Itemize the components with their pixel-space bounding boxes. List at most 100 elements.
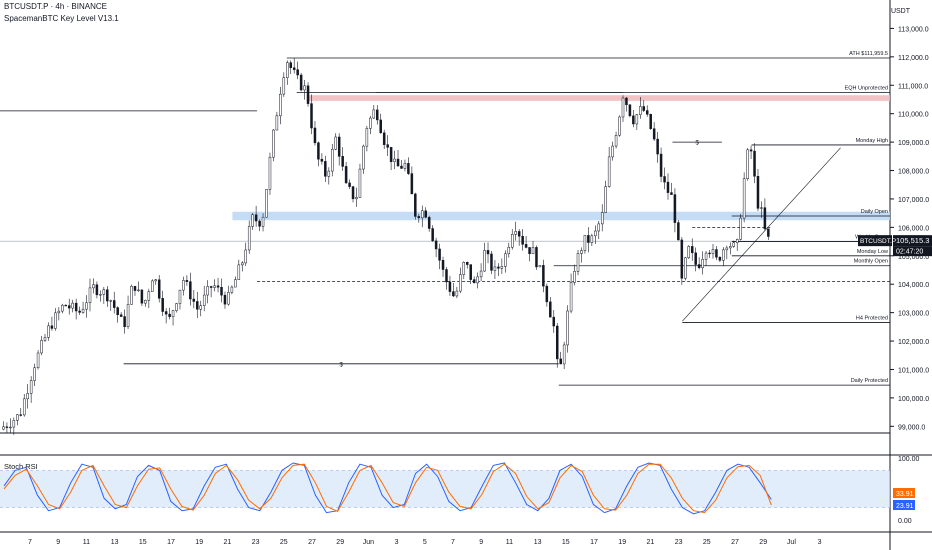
price-tag-bg <box>893 235 932 247</box>
time-tick-label: Jun <box>363 539 374 546</box>
price-tick-label: 111,000.0 <box>898 83 928 90</box>
time-tick-label: 13 <box>534 539 542 546</box>
candle-body <box>677 222 680 241</box>
candle-body <box>95 284 99 296</box>
time-tick-label: 21 <box>224 539 232 546</box>
candle-body <box>324 161 327 177</box>
candle-body <box>652 128 656 140</box>
candle-body <box>600 212 604 225</box>
candle-body <box>202 294 206 307</box>
candle-body <box>123 316 126 327</box>
candle-body <box>666 181 670 193</box>
candle-body <box>140 289 144 304</box>
candle-body <box>67 305 71 309</box>
monday-high-label: Monday High <box>856 138 888 144</box>
time-tick-label: 9 <box>56 539 60 546</box>
candle-body <box>216 285 220 288</box>
candle-body <box>344 166 348 184</box>
symbol-tag-bg <box>858 235 892 247</box>
price-tick-label: 110,000.0 <box>898 112 929 119</box>
price-tick-label: 105,000.0 <box>898 254 929 261</box>
candle-body <box>531 247 535 255</box>
candle-body <box>521 236 524 245</box>
candle-body <box>362 145 365 170</box>
eqh-line-label: EQH Unprotected <box>845 85 888 91</box>
candle-body <box>725 247 729 251</box>
candle-body <box>569 282 573 312</box>
candle-body <box>441 260 445 270</box>
eqh-zone <box>306 95 890 101</box>
candle-body <box>310 103 313 129</box>
candle-body <box>767 228 770 237</box>
candle-body <box>382 132 386 145</box>
candle-body <box>694 252 697 265</box>
candle-body <box>272 129 275 158</box>
candle-body <box>5 426 9 428</box>
candle-body <box>580 250 583 254</box>
time-tick-label: 23 <box>675 539 683 546</box>
monthly-open-label: Monthly Open <box>854 259 888 265</box>
candle-body <box>632 115 635 125</box>
candle-body <box>220 287 223 296</box>
candle-body <box>64 304 68 307</box>
candle-body <box>213 285 216 288</box>
candle-body <box>223 294 227 305</box>
candle-body <box>722 249 725 261</box>
candle-body <box>673 194 677 223</box>
candle-body <box>144 300 147 304</box>
time-tick-label: 15 <box>139 539 147 546</box>
stoch-title: Stoch RSI <box>4 462 38 471</box>
candle-body <box>687 246 691 259</box>
candle-body <box>178 289 182 304</box>
candle-body <box>670 192 673 195</box>
candle-body <box>590 235 594 243</box>
candle-body <box>154 279 157 282</box>
candle-body <box>718 256 722 261</box>
candle-body <box>490 253 493 271</box>
liquidity-mark: $ <box>695 141 699 147</box>
time-tick-label: 17 <box>590 539 598 546</box>
indicator-header[interactable]: SpacemanBTC Key Level V13.1 <box>4 14 119 23</box>
candle-body <box>576 253 580 272</box>
symbol-tag-label: BTCUSDT.P <box>860 238 896 245</box>
time-tick-label: 19 <box>195 539 203 546</box>
candle-body <box>74 302 78 312</box>
candle-body <box>455 290 459 297</box>
candle-body <box>320 158 324 162</box>
candle-body <box>137 289 140 291</box>
candle-body <box>514 231 517 235</box>
candle-body <box>12 420 16 428</box>
daily-open-zone <box>232 211 890 221</box>
symbol-header[interactable]: BTCUSDT.P · 4h · BINANCE <box>4 2 107 11</box>
candle-body <box>206 286 209 296</box>
candle-body <box>711 249 715 254</box>
candle-body <box>112 300 116 308</box>
price-unit-label[interactable]: USDT <box>890 8 910 15</box>
candle-body <box>296 69 299 76</box>
stoch-d-line <box>3 463 772 514</box>
candle-body <box>715 249 718 258</box>
candle-body <box>289 62 292 68</box>
price-tick-label: 100,000.0 <box>898 396 929 403</box>
candle-body <box>414 193 417 217</box>
candle-body <box>247 226 251 251</box>
current-price-tag <box>858 235 932 257</box>
daily-protected-label: Daily Protected <box>851 378 888 384</box>
candle-body <box>562 344 566 365</box>
trendline <box>682 147 841 322</box>
candle-body <box>760 207 763 209</box>
candle-body <box>78 310 81 313</box>
candle-body <box>545 285 549 303</box>
candle-body <box>542 265 545 287</box>
candle-body <box>355 197 358 200</box>
candle-body <box>182 280 185 291</box>
candle-body <box>227 292 230 305</box>
time-tick-label: 11 <box>83 539 90 546</box>
candle-body <box>656 138 659 155</box>
candle-body <box>43 337 47 341</box>
candle-body <box>157 279 161 299</box>
price-tick-label: 113,000.0 <box>898 26 929 33</box>
time-tick-label: 27 <box>731 539 739 546</box>
